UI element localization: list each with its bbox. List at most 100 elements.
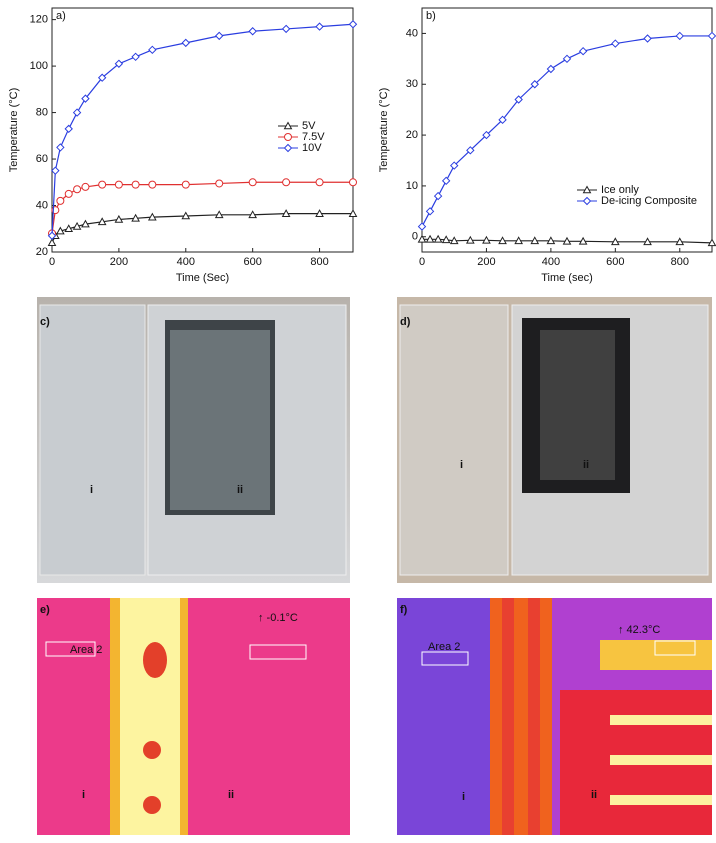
x-tick-label: 800 [671, 256, 689, 268]
marker [433, 191, 443, 201]
marker [315, 209, 324, 217]
y-tick-label: 120 [30, 14, 48, 26]
panel-label: a) [56, 10, 66, 22]
y-tick-label: 30 [406, 78, 418, 90]
marker [546, 64, 556, 74]
x-axis-label: Time (sec) [541, 272, 593, 284]
legend-label: Ice only [601, 184, 639, 196]
thermal-f [397, 598, 712, 835]
marker [72, 108, 82, 117]
y-tick-label: 60 [36, 153, 48, 165]
marker [349, 178, 357, 187]
marker [181, 38, 190, 48]
x-tick-label: 800 [310, 256, 328, 268]
marker [131, 180, 140, 189]
marker [348, 209, 358, 217]
marker [425, 207, 435, 216]
panel-label: c) [40, 316, 50, 328]
panel-label: b) [426, 10, 436, 22]
x-tick-label: 0 [49, 256, 55, 268]
marker [64, 224, 74, 233]
panel-text: i [462, 791, 465, 803]
marker [283, 121, 293, 130]
panel-text: i [460, 459, 463, 471]
marker [181, 211, 191, 220]
x-tick-label: 600 [606, 256, 624, 268]
legend-label: 10V [302, 142, 322, 154]
marker [610, 237, 620, 246]
marker [578, 47, 588, 56]
series-line [51, 181, 353, 234]
marker [215, 31, 224, 41]
y-tick-label: 0 [412, 231, 418, 243]
marker [315, 22, 324, 31]
marker [498, 236, 507, 245]
y-tick-label: 20 [36, 246, 48, 258]
panel-text: ii [583, 459, 589, 471]
marker [281, 209, 291, 217]
marker [582, 196, 592, 206]
marker [215, 179, 224, 188]
marker [562, 54, 572, 64]
marker [114, 59, 124, 68]
y-tick-label: 80 [36, 106, 48, 118]
marker [530, 80, 539, 89]
marker [148, 180, 157, 189]
marker [465, 235, 475, 244]
series-line [51, 23, 354, 236]
legend-label: De-icing Composite [601, 195, 697, 207]
marker [348, 20, 358, 29]
x-tick-label: 200 [477, 256, 495, 268]
marker [181, 180, 190, 189]
marker [56, 143, 65, 152]
marker [56, 226, 65, 235]
marker [131, 52, 140, 62]
series-line [51, 213, 353, 243]
photo-d [397, 297, 712, 583]
panel-label: d) [400, 316, 411, 328]
y-tick-label: 10 [406, 180, 418, 192]
marker [546, 236, 556, 245]
panel-text: ii [228, 789, 234, 801]
marker [248, 27, 257, 36]
panel-text: ↑ 42.3°C [618, 624, 660, 636]
marker [64, 189, 73, 198]
marker [47, 231, 57, 240]
marker [72, 221, 82, 230]
y-tick-label: 40 [406, 27, 418, 39]
panel-text: ↑ -0.1°C [258, 612, 298, 624]
marker [417, 222, 427, 231]
marker [97, 217, 107, 226]
marker [675, 31, 684, 41]
marker [73, 185, 82, 194]
marker [578, 236, 588, 245]
marker [51, 166, 60, 175]
legend-label: 5V [302, 120, 316, 132]
marker [433, 234, 443, 243]
marker [441, 176, 451, 186]
marker [582, 185, 592, 194]
marker [97, 73, 107, 82]
marker [283, 143, 293, 153]
x-tick-label: 600 [243, 256, 261, 268]
marker [675, 237, 685, 246]
marker [450, 161, 459, 170]
marker [47, 238, 57, 247]
panel-text: i [90, 484, 93, 496]
marker [248, 178, 257, 187]
panel-label: f) [400, 604, 408, 616]
x-tick-label: 0 [419, 256, 425, 268]
marker [131, 213, 140, 222]
marker [148, 45, 157, 55]
panel-text: i [82, 789, 85, 801]
marker [449, 236, 459, 245]
marker [114, 214, 124, 223]
thermal-e [37, 598, 350, 835]
marker [530, 236, 540, 245]
marker [81, 182, 90, 191]
marker [441, 235, 451, 244]
plot-frame [51, 7, 354, 253]
marker [482, 130, 491, 140]
marker [611, 39, 620, 48]
panel-text: ii [591, 789, 597, 801]
